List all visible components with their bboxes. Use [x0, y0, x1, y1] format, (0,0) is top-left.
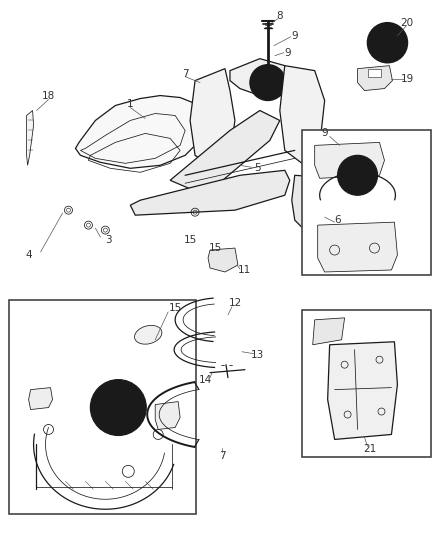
Text: 5: 5	[255, 163, 261, 173]
Polygon shape	[155, 401, 180, 430]
Circle shape	[338, 155, 378, 195]
Text: 15: 15	[184, 235, 197, 245]
Polygon shape	[190, 69, 235, 165]
Polygon shape	[76, 95, 205, 168]
Circle shape	[250, 64, 286, 101]
Polygon shape	[280, 66, 325, 165]
Text: 13: 13	[251, 350, 264, 360]
Text: 4: 4	[25, 250, 32, 260]
Bar	[9, 300, 196, 514]
Text: 6: 6	[334, 215, 341, 225]
Text: 1: 1	[127, 99, 134, 109]
Polygon shape	[230, 59, 290, 95]
Polygon shape	[368, 69, 382, 77]
Text: 9: 9	[321, 128, 328, 139]
Polygon shape	[27, 110, 34, 165]
Polygon shape	[208, 248, 238, 272]
Text: 19: 19	[401, 74, 414, 84]
Text: 7: 7	[218, 451, 225, 462]
Polygon shape	[328, 342, 397, 439]
Text: 12: 12	[228, 298, 242, 308]
Polygon shape	[313, 318, 345, 345]
Text: 7: 7	[182, 69, 188, 78]
Ellipse shape	[135, 325, 162, 344]
Text: 21: 21	[363, 445, 376, 455]
Text: 8: 8	[277, 11, 283, 21]
Circle shape	[90, 379, 146, 435]
Polygon shape	[357, 66, 392, 91]
Text: 9: 9	[284, 47, 291, 58]
Polygon shape	[28, 387, 52, 409]
Text: 18: 18	[42, 91, 55, 101]
Text: 9: 9	[291, 31, 298, 41]
Text: 20: 20	[400, 18, 413, 28]
Polygon shape	[292, 175, 338, 235]
Polygon shape	[315, 142, 385, 178]
Circle shape	[368, 23, 407, 63]
Polygon shape	[170, 110, 280, 195]
Text: 11: 11	[238, 265, 252, 275]
Text: 14: 14	[198, 375, 212, 385]
Bar	[302, 310, 431, 457]
Text: 15: 15	[169, 303, 182, 313]
Circle shape	[375, 31, 399, 55]
Polygon shape	[130, 171, 290, 215]
Text: 3: 3	[105, 235, 112, 245]
Polygon shape	[318, 222, 397, 272]
Text: 15: 15	[208, 243, 222, 253]
Bar	[302, 131, 431, 275]
